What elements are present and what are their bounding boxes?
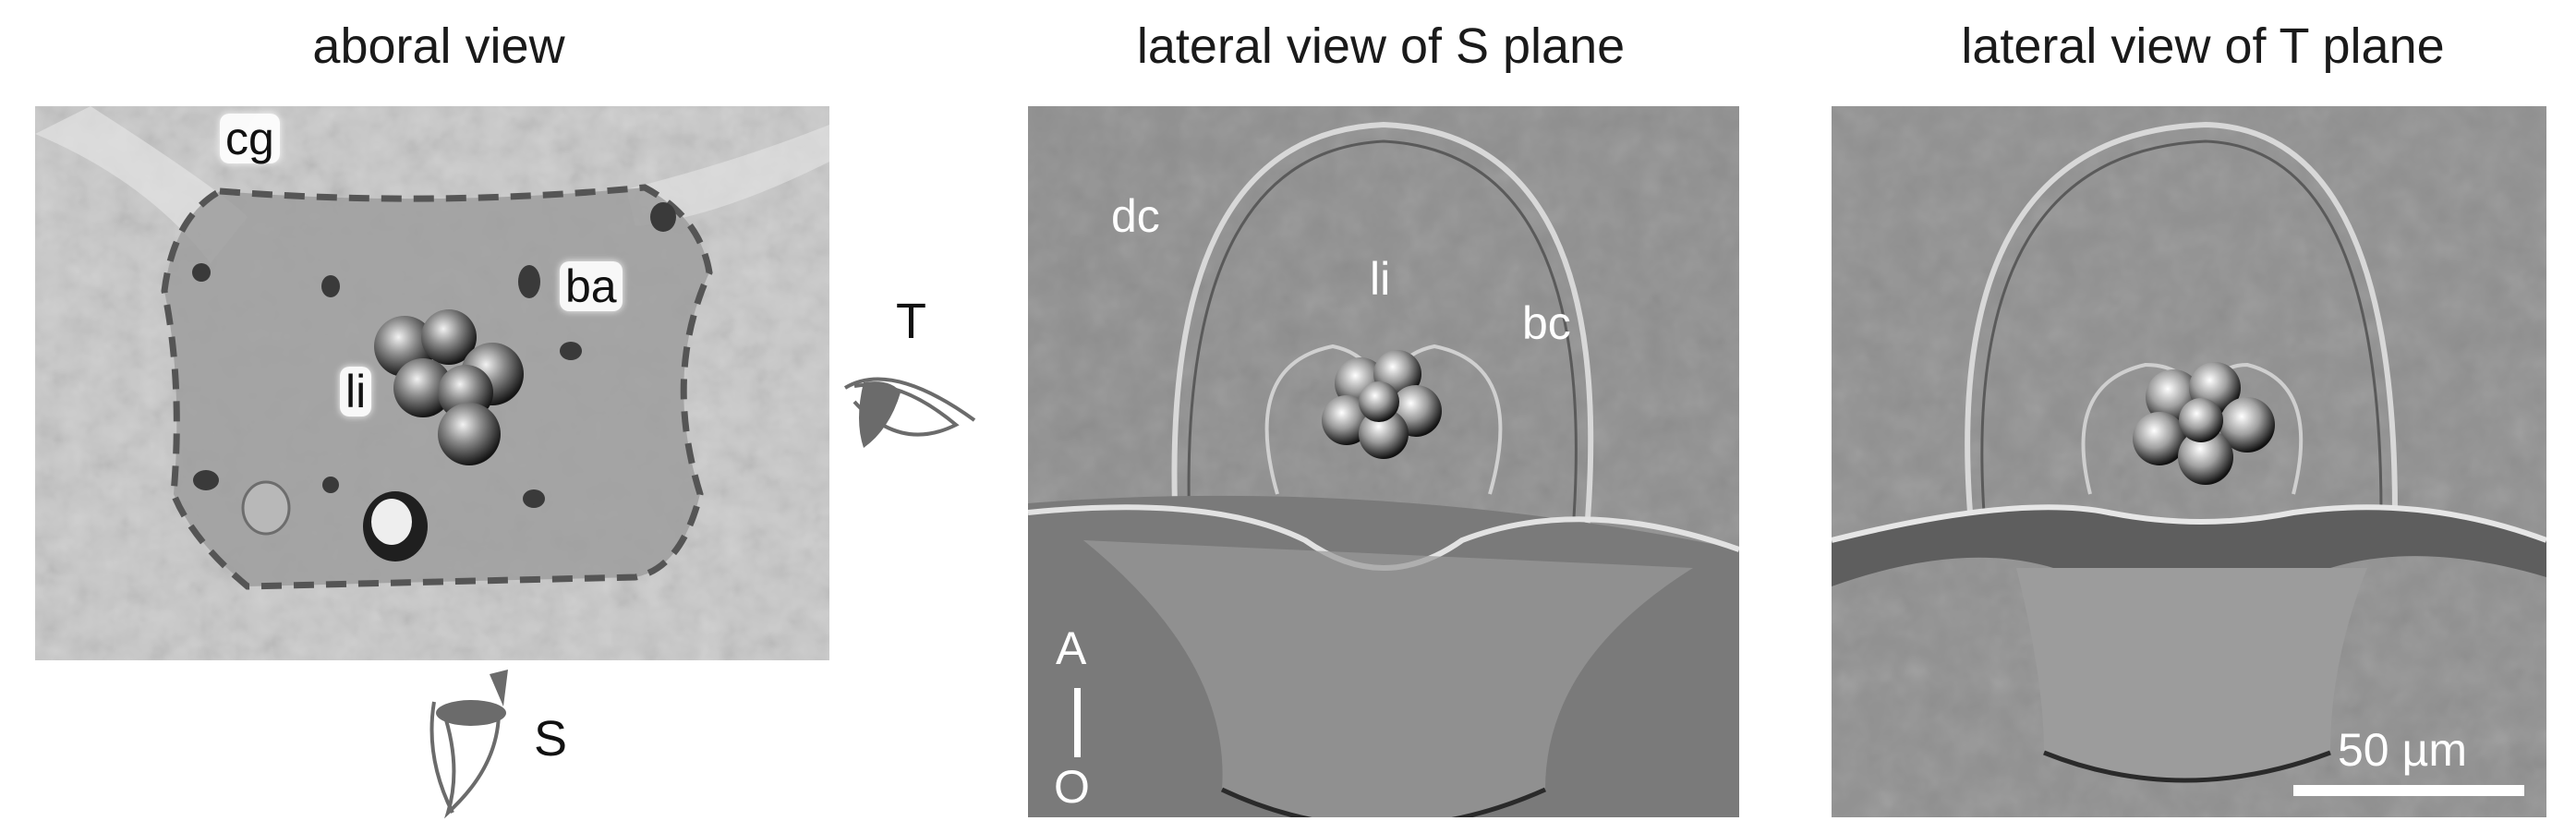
lithocyte-cluster: [374, 309, 524, 465]
statolith-cluster-t: [2133, 362, 2275, 485]
s-plane-micrograph: [1028, 106, 1739, 817]
scale-bar: [2293, 785, 2524, 796]
aboral-micrograph: [35, 106, 829, 660]
panel-lateral-t: 50 µm: [1832, 106, 2546, 817]
eye-side-icon: [843, 377, 976, 448]
axis-label-a: A: [1056, 622, 1087, 674]
label-t-view: T: [896, 294, 926, 349]
statolith-cluster: [1322, 350, 1442, 459]
axis-bar: [1074, 688, 1081, 757]
label-li: li: [340, 367, 372, 416]
label-ba: ba: [560, 261, 623, 311]
axis-label-o: O: [1054, 761, 1090, 813]
label-li-s: li: [1370, 253, 1391, 305]
label-s-view: S: [534, 711, 568, 767]
label-bc: bc: [1522, 297, 1571, 349]
dashed-outline: [161, 184, 713, 590]
label-cg: cg: [220, 114, 280, 163]
title-lateral-s-plane: lateral view of S plane: [1136, 18, 1626, 74]
label-dc: dc: [1111, 190, 1160, 242]
title-lateral-t-plane: lateral view of T plane: [1961, 18, 2445, 74]
panel-aboral-view: cg ba li: [35, 106, 829, 660]
scale-bar-label: 50 µm: [2338, 724, 2467, 776]
t-plane-micrograph: [1832, 106, 2546, 817]
title-aboral-view: aboral view: [312, 18, 565, 74]
panel-lateral-s: dc li bc A O: [1028, 106, 1739, 817]
eye-top-icon: [429, 670, 508, 819]
